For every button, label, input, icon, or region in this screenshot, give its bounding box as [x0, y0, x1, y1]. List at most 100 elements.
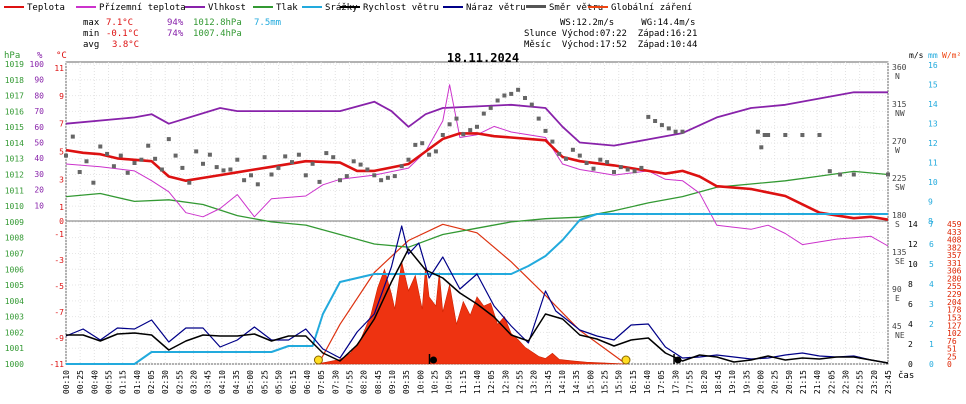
axis-header-hpa: hPa — [4, 51, 20, 61]
wind-direction-point — [618, 165, 623, 170]
x-tick-label: 11:15 — [459, 370, 468, 394]
wind-direction-point — [564, 156, 568, 161]
stats-min-press: 1007.4hPa — [193, 29, 242, 39]
x-tick-label: 08:20 — [360, 370, 369, 394]
x-tick-label: 14:10 — [558, 370, 567, 394]
x-tick-label: 05:25 — [260, 370, 269, 394]
wind-direction-point — [111, 164, 116, 169]
tick-label-direction: N — [895, 72, 900, 81]
legend-label: Tlak — [276, 3, 298, 13]
tick-label-direction-deg: 180 — [892, 211, 907, 220]
wind-direction-point — [365, 167, 370, 172]
x-tick-label: 20:50 — [785, 370, 794, 394]
tick-label-radiation: 408 — [947, 236, 962, 245]
x-tick-label: 08:45 — [374, 370, 383, 394]
tick-label-wind-speed: 0 — [908, 360, 913, 369]
wind-direction-point — [639, 165, 644, 170]
tick-label-radiation: 331 — [947, 259, 962, 268]
x-tick-label: 15:00 — [586, 370, 595, 394]
tick-label-temperature: 9 — [59, 92, 64, 101]
x-tick-label: 07:55 — [345, 370, 354, 394]
tick-label-radiation: 76 — [947, 337, 957, 346]
tick-label-direction-deg: 90 — [892, 285, 902, 294]
tick-label-pressure: 1013 — [5, 155, 24, 164]
wind-direction-point — [817, 133, 822, 137]
wind-direction-point — [201, 161, 205, 166]
x-tick-label: 13:20 — [530, 370, 539, 394]
tick-label-wind-upper: 15 — [928, 81, 938, 90]
wind-direction-point — [461, 132, 466, 137]
tick-label-pressure: 1002 — [5, 328, 24, 337]
legend-label: Směr větru — [549, 3, 603, 13]
tick-label-pressure: 1008 — [5, 234, 24, 243]
tick-label-direction: SW — [895, 183, 905, 192]
axis-header-pct: % — [37, 51, 43, 61]
wind-direction-point — [235, 157, 240, 162]
tick-label-humidity: 50 — [34, 139, 44, 148]
x-tick-label: 22:55 — [856, 370, 865, 394]
wind-direction-point — [468, 128, 473, 133]
x-tick-label: 21:40 — [813, 370, 822, 394]
sun-event-marker — [313, 355, 323, 365]
tick-label-pressure: 1015 — [5, 123, 24, 132]
wind-direction-point — [276, 165, 281, 170]
tick-label-direction-deg: 135 — [892, 248, 907, 257]
tick-label-pressure: 1001 — [5, 344, 24, 353]
wind-direction-point — [598, 157, 603, 162]
x-tick-label: 06:40 — [303, 370, 312, 394]
legend-label: Rychlost větru — [363, 3, 439, 13]
stats-avg-temp: 3.8°C — [112, 40, 139, 50]
tick-label-pressure: 1014 — [5, 139, 24, 148]
legend-label: Globální záření — [611, 3, 692, 13]
tick-label-direction: NE — [895, 331, 905, 340]
x-tick-label: 00:40 — [90, 370, 99, 394]
wind-direction-point — [755, 129, 760, 134]
wind-direction-point — [454, 116, 459, 121]
wind-direction-point — [84, 159, 89, 164]
x-tick-label: 09:35 — [402, 370, 411, 394]
tick-label-humidity: 30 — [34, 170, 44, 179]
tick-label-rain: 0 — [929, 360, 934, 369]
tick-label-temperature: -11 — [50, 360, 65, 369]
wind-direction-point — [139, 157, 144, 162]
wind-direction-point — [269, 172, 274, 177]
wind-direction-point — [529, 102, 534, 107]
tick-label-radiation: 382 — [947, 243, 962, 252]
axis-header-ms: m/s — [909, 51, 924, 60]
x-tick-label: 12:05 — [487, 370, 496, 394]
wind-direction-point — [310, 161, 315, 166]
x-tick-label: 16:40 — [643, 370, 652, 394]
tick-label-wind-speed: 14 — [908, 220, 918, 229]
stats-max-hum: 94% — [167, 18, 184, 28]
x-tick-label: 11:40 — [473, 370, 482, 394]
tick-label-wind-upper: 11 — [928, 159, 938, 168]
wind-direction-point — [338, 178, 342, 183]
wind-direction-point — [766, 133, 771, 137]
stats-max-press: 1012.8hPa — [193, 18, 242, 28]
wind-direction-point — [475, 124, 479, 129]
wind-direction-point — [153, 156, 158, 161]
tick-label-wind-speed: 8 — [908, 280, 913, 289]
series-wind-line — [66, 248, 889, 364]
axis-header-mm: mm — [928, 51, 938, 60]
series-humidity-line — [65, 91, 888, 147]
wind-direction-point — [173, 153, 178, 158]
wind-direction-point — [262, 155, 267, 160]
tick-label-radiation: 229 — [947, 290, 962, 299]
series-temperature-line — [65, 132, 889, 221]
wind-direction-point — [584, 161, 589, 165]
wind-direction-point — [591, 166, 596, 171]
info-line-1: WS:12.2m/s WG:14.4m/s — [560, 18, 695, 28]
wind-direction-point — [372, 173, 377, 178]
tick-label-direction-deg: 360 — [892, 63, 907, 72]
x-tick-label: 12:30 — [501, 370, 510, 394]
wind-direction-point — [447, 122, 452, 127]
wind-direction-point — [290, 160, 294, 165]
legend-label: Přízemní teplota — [99, 3, 186, 13]
x-tick-label: 18:20 — [700, 370, 709, 394]
x-tick-label: 19:10 — [728, 370, 737, 394]
wind-direction-point — [625, 167, 630, 172]
tick-label-temperature: -9 — [54, 334, 64, 343]
tick-label-rain: 7 — [929, 220, 934, 229]
x-tick-label: 04:35 — [232, 370, 241, 394]
